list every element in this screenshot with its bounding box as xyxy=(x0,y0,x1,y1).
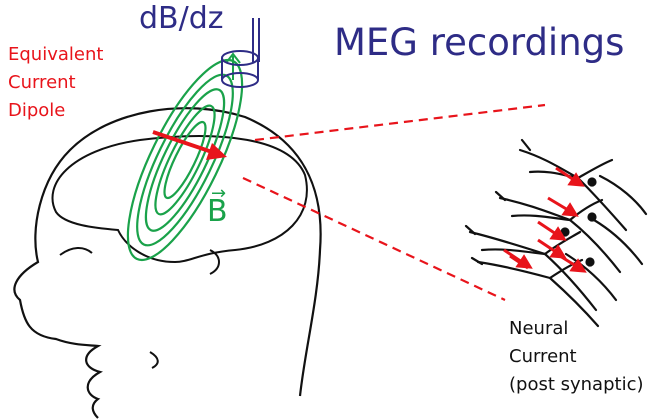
brain-outline-icon xyxy=(51,135,308,264)
head-outline-icon xyxy=(13,107,322,419)
field-line-1 xyxy=(126,58,244,262)
dipole-label: Equivalent Current Dipole xyxy=(8,41,103,125)
dipole-label-line-3: Dipole xyxy=(8,100,66,121)
neural-label-line-2: Current xyxy=(509,346,577,367)
gradiometer-coil-icon xyxy=(221,18,260,88)
ear-icon xyxy=(209,249,220,275)
dipole-label-line-1: Equivalent xyxy=(8,44,104,65)
sensor-label: dB/dz xyxy=(139,1,224,36)
field-line-5 xyxy=(163,120,207,200)
neural-current-label: Neural Current (post synaptic) xyxy=(509,315,644,399)
field-label: → B xyxy=(207,185,228,229)
eye-line-icon-2 xyxy=(149,351,159,369)
neural-current-arrows xyxy=(503,166,587,273)
field-label-text: B xyxy=(207,194,228,229)
field-line-4 xyxy=(154,104,216,216)
field-lines-icon xyxy=(126,58,244,262)
dipole-label-line-2: Current xyxy=(8,72,76,93)
diagram-title: MEG recordings xyxy=(334,21,625,64)
zoom-line-top xyxy=(254,103,546,142)
eye-line-icon xyxy=(59,247,93,256)
neural-label-line-3: (post synaptic) xyxy=(509,374,644,395)
neural-label-line-1: Neural xyxy=(509,318,569,339)
field-line-3 xyxy=(144,88,226,232)
zoom-line-bottom xyxy=(242,177,506,301)
dipole-arrow-icon xyxy=(152,130,227,160)
field-arrow-icon xyxy=(225,52,241,80)
vector-arrow-icon: → xyxy=(211,183,227,204)
